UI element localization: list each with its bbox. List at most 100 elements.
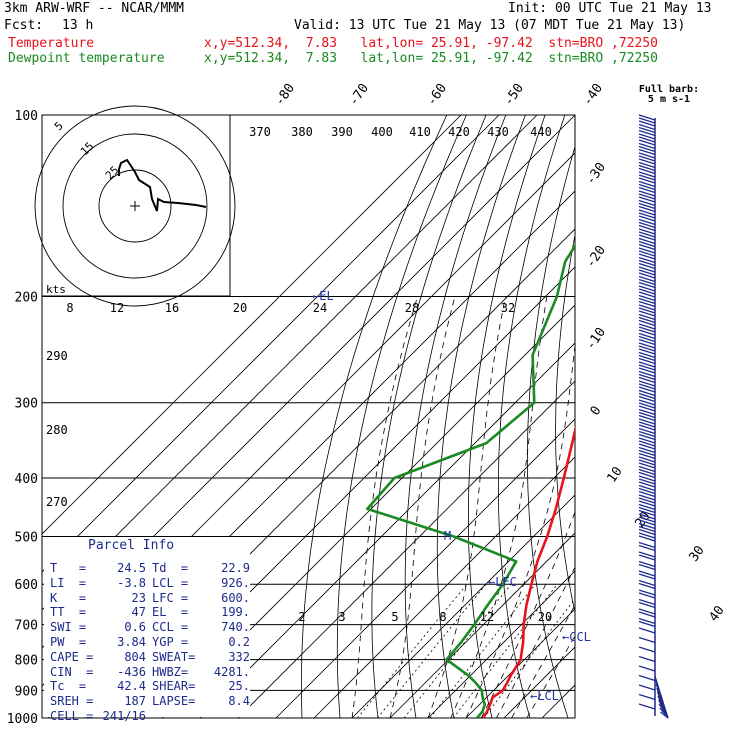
pressure-tick-label: 400 (15, 472, 38, 487)
parcel-level-annotation: ←CCL (562, 630, 591, 644)
moist-adiabat-line (389, 296, 456, 718)
dry-adiabat-line (685, 115, 740, 731)
hodograph-ring (34, 105, 236, 307)
wind-barb-legend: Full barb: 5 m s-1 (634, 85, 704, 105)
parcel-param-label: PW = (50, 634, 87, 649)
isotherm-line (42, 115, 500, 573)
isotherm-label: -60 (424, 81, 450, 109)
theta-label: 430 (487, 125, 509, 139)
isotherm-label: 30 (686, 543, 707, 564)
wind-barb (638, 674, 656, 682)
wind-barb (638, 247, 656, 260)
wind-barb (638, 408, 656, 422)
wind-barb (638, 703, 656, 710)
wind-barb (638, 608, 656, 618)
wind-barb (638, 665, 656, 672)
wind-barb (638, 484, 656, 498)
parcel-param-label: CELL = (50, 708, 94, 723)
isotherm-label: 10 (604, 464, 625, 485)
dry-adiabat-line (301, 115, 448, 718)
parcel-param-value: 0.6 (124, 620, 146, 635)
parcel-info-panel: Parcel Info T = 24.5 Td = 22.9 LI = -3.8 LCL =… (44, 537, 250, 723)
speed-tick-label: 20 (233, 301, 247, 315)
parcel-param-label: HWBZ= (152, 664, 189, 679)
pressure-tick-label: 600 (15, 578, 38, 593)
wind-barb (638, 342, 656, 355)
parcel-param-value: 25. (228, 679, 250, 694)
parcel-param-value: 47 (131, 605, 146, 620)
parcel-param-label: SWI = (50, 620, 87, 635)
parcel-param-value: 23 (131, 590, 146, 605)
wind-barb (638, 513, 656, 526)
parcel-param-label: CCL = (152, 620, 189, 635)
wind-barb (638, 627, 656, 634)
mixing-ratio-line (403, 583, 512, 718)
theta-label: 370 (249, 125, 271, 139)
parcel-param-value: 740. (221, 620, 250, 635)
dry-adiabat-line (555, 232, 575, 615)
forecast-label: Fcst: (4, 18, 44, 33)
wind-barb (638, 570, 656, 580)
parcel-info-row: CIN = -436 HWBZ= 4281. (50, 665, 250, 680)
wind-barb (638, 475, 656, 488)
theta-left-label: 290 (46, 349, 68, 363)
isotherm-line (237, 380, 575, 718)
parcel-param-label: Tc = (50, 679, 87, 694)
dry-adiabat-line (468, 115, 546, 718)
wind-barb (638, 171, 656, 184)
pressure-tick-label: 500 (15, 530, 38, 545)
wind-barb (638, 313, 656, 327)
dewpoint-trace (366, 243, 575, 718)
mixing-ratio-line (429, 583, 536, 718)
wind-barb (638, 437, 656, 450)
dry-adiabat-line (610, 115, 688, 731)
wind-barb (638, 427, 656, 441)
wind-barb (638, 133, 656, 146)
dry-adiabat-line (436, 115, 526, 718)
mixing-ratio-label: 8 (439, 610, 446, 624)
wind-barb (638, 332, 656, 346)
wind-barb (638, 152, 656, 165)
wind-barb (638, 161, 656, 175)
barb-legend-line2: 5 m s-1 (647, 94, 691, 105)
pressure-tick-label: 200 (15, 291, 38, 306)
wind-barb (638, 693, 656, 701)
theta-label: 380 (291, 125, 313, 139)
theta-left-label: 280 (46, 423, 68, 437)
wind-barb (638, 142, 656, 156)
parcel-param-value: 4281. (213, 664, 250, 679)
dewpoint-location-info: x,y=512.34, 7.83 lat,lon= 25.91, -97.42 … (204, 51, 658, 66)
hodograph-units-label: kts (46, 283, 66, 296)
hodograph-ring (98, 169, 172, 243)
hodograph-trace (118, 158, 207, 212)
pressure-tick-label: 700 (15, 619, 38, 634)
parcel-param-label: SWEAT= (152, 649, 196, 664)
mixing-ratio-label: 12 (480, 610, 494, 624)
parcel-param-value: 600. (221, 590, 250, 605)
isotherm-line (42, 115, 538, 611)
wind-barb (638, 456, 656, 469)
wind-barb (638, 494, 656, 507)
wind-barb (638, 266, 656, 279)
isotherm-label: -50 (501, 81, 527, 109)
parcel-param-label: LAPSE= (152, 694, 196, 709)
parcel-param-label: LI = (50, 575, 87, 590)
wind-barb (638, 237, 656, 251)
wind-barb (638, 180, 656, 194)
parcel-info-row: TT = 47 EL = 199. (50, 605, 250, 620)
wind-barb (638, 209, 656, 222)
wind-barb (638, 617, 656, 628)
parcel-param-value: 3.84 (117, 634, 146, 649)
wind-barb (638, 380, 656, 393)
parcel-param-label: LFC = (152, 590, 189, 605)
wind-barb (638, 190, 656, 203)
wind-barb (638, 199, 656, 213)
isotherm-line (389, 532, 575, 718)
isotherm-label: -30 (583, 160, 609, 188)
isotherm-label: 20 (632, 509, 653, 530)
parcel-param-value: 42.4 (117, 679, 146, 694)
parcel-info-row: CELL = 241/16 (50, 709, 250, 724)
isotherm-label: -20 (583, 243, 609, 271)
parcel-param-value: 926. (221, 575, 250, 590)
